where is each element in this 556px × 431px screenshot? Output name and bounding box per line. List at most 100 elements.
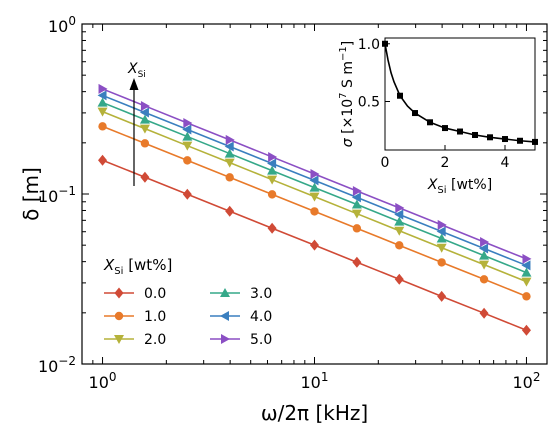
data-point [309,192,320,202]
data-point [521,267,532,277]
data-point [437,290,447,302]
arrow-label: XSi [127,61,146,80]
data-point [140,100,150,111]
data-point [224,148,235,158]
data-point [225,173,234,182]
series-5.0 [98,83,532,264]
data-point [98,83,108,94]
inset-data-point [412,110,418,117]
data-point [267,165,278,175]
y-tick-label: 10−1 [38,184,76,206]
data-point [97,90,107,101]
legend-marker [221,334,230,344]
data-point [352,224,362,233]
legend-marker [114,335,124,344]
data-point [480,236,490,247]
data-point [395,241,404,250]
data-point [436,226,446,237]
y-axis-label: δ [m] [19,167,43,221]
y-tick-label: 10−2 [38,354,76,376]
data-point [183,156,192,165]
data-point [140,171,150,183]
data-point [98,122,107,131]
data-point [267,190,277,199]
legend-label: 0.0 [144,286,166,302]
data-point [522,292,531,301]
legend-label: 4.0 [250,309,272,325]
data-point [139,114,150,124]
data-point [352,256,362,268]
legend-marker [220,288,230,297]
data-point [225,205,235,217]
data-point [182,141,193,151]
data-point [351,199,362,209]
legend-item-4.0: 4.0 [210,309,272,325]
inset-data-point [442,125,448,132]
legend-item-5.0: 5.0 [210,332,272,348]
data-point [479,307,489,319]
x-tick-label: 101 [301,370,329,392]
data-point [521,324,531,336]
data-point [436,243,447,253]
data-point [267,222,277,234]
inset-data-point [457,128,463,135]
series-4.0 [97,90,531,271]
inset-y-tick-label: 0.5 [358,95,380,111]
arrow-head [129,78,139,90]
data-point [479,243,489,254]
data-point [224,141,234,152]
data-point [394,273,404,285]
inset-data-point [427,119,433,126]
legend-marker [114,287,124,299]
legend-item-0.0: 0.0 [104,286,166,302]
data-point [394,226,405,236]
data-point [309,175,319,186]
data-point [352,185,362,196]
series-0.0 [98,154,531,336]
legend-label: 3.0 [250,286,272,302]
data-point [310,239,319,251]
xsi-arrow-annotation [129,78,139,186]
data-point [140,139,150,148]
data-point [182,188,192,200]
data-point [479,275,489,284]
data-point [437,219,447,230]
data-point [522,253,532,264]
inset-data-point [532,138,538,145]
legend-label: 5.0 [250,332,272,348]
legend-item-1.0: 1.0 [104,309,166,325]
legend-item-2.0: 2.0 [104,332,166,348]
inset-x-tick-label: 0 [381,155,390,171]
data-point [351,192,361,203]
legend-label: 2.0 [144,332,166,348]
data-point [394,216,405,226]
data-point [97,97,108,107]
legend-marker [220,311,229,321]
data-point [394,209,404,220]
data-point [309,182,320,192]
data-point [267,158,277,169]
series-3.0 [97,97,532,277]
data-point [225,134,235,145]
inset-x-tick-label: 2 [441,155,450,171]
x-tick-label: 102 [512,370,540,392]
data-point [139,107,149,118]
data-point [521,277,532,287]
legend: 0.0 1.0 2.0 3.0 4.0 5.0 [104,286,272,348]
data-point [521,260,531,271]
series-2.0 [97,107,532,287]
data-point [182,124,192,135]
data-point [139,124,150,134]
inset-y-axis-label: σ [×107 S m−1] [338,41,356,147]
data-point [479,250,490,260]
data-point [436,233,447,243]
inset-data-point [487,134,493,141]
series-1.0 [98,122,531,301]
inset-y-tick-label: 1.0 [358,37,380,53]
inset-x-axis-label: XSi [wt%] [427,177,492,196]
legend-marker [114,311,124,321]
data-point [182,131,193,141]
data-point [395,202,405,213]
data-point [437,258,446,267]
